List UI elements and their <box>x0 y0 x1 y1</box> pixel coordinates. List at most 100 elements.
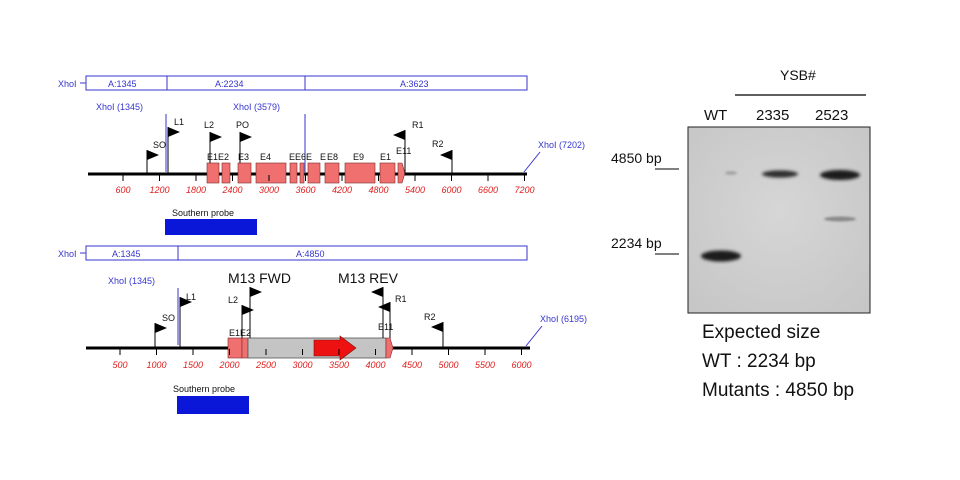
scale-tick-label: 7200 <box>514 185 534 195</box>
top-fragment-segment-3: A:3623 <box>400 79 429 89</box>
primer-po: PO <box>236 120 252 163</box>
top-exon-label-e: E <box>320 152 326 162</box>
exon-e11 <box>397 162 406 184</box>
scale-tick-label: 600 <box>115 185 130 195</box>
exon-e3 <box>237 162 252 184</box>
exon-e2 <box>221 162 231 184</box>
gel-lane-2523: 2523 <box>815 107 848 124</box>
primer-r2: R2 <box>424 312 444 348</box>
top-primers: SO L1 L2 PO R1 <box>146 117 453 174</box>
scale-tick-label: 1800 <box>186 185 206 195</box>
scale-tick-label: 2000 <box>218 360 239 370</box>
mutant-map: XhoI A:1345 A:4850 XhoI (1345) XhoI (619… <box>58 245 587 414</box>
exon-e4 <box>255 162 287 184</box>
bottom-scale: 500 1000 1500 2000 2500 3000 3500 4000 4500 5000 5… <box>112 349 532 370</box>
bottom-fragment-left-label: XhoI <box>58 249 77 259</box>
scale-tick-label: 2400 <box>221 185 242 195</box>
marker-2234: 2234 bp <box>611 235 662 251</box>
svg-text:M13 REV: M13 REV <box>338 270 399 286</box>
top-exon-label-e11: E11 <box>396 146 411 156</box>
exon-e6 <box>299 162 305 184</box>
scale-tick-label: 3600 <box>295 185 315 195</box>
svg-text:R1: R1 <box>412 120 424 130</box>
top-exon-label-e4: E4 <box>260 152 271 162</box>
exon-e7 <box>307 162 321 184</box>
top-probe-label: Southern probe <box>172 208 234 218</box>
primer-l1: L1 <box>167 117 184 174</box>
top-exon-label-e10: E1 <box>380 152 391 162</box>
scale-tick-label: 4800 <box>368 185 388 195</box>
svg-text:L2: L2 <box>204 120 214 130</box>
selection-marker-arrow <box>313 335 357 361</box>
primer-so: SO <box>146 140 166 174</box>
svg-text:M13 FWD: M13 FWD <box>228 270 291 286</box>
top-fragment-bar: XhoI A:1345 A:2234 A:3623 <box>58 75 528 91</box>
gel-lane-2335: 2335 <box>756 107 789 124</box>
top-exon-label-e1e2: E1E2 <box>207 152 229 162</box>
bottom-southern-probe <box>177 396 249 414</box>
svg-text:L1: L1 <box>174 117 184 127</box>
svg-text:PO: PO <box>236 120 249 130</box>
scale-tick-label: 500 <box>112 360 127 370</box>
exon-e5 <box>289 162 298 184</box>
scale-tick-label: 5000 <box>438 360 458 370</box>
bottom-fragment-segment-1: A:1345 <box>112 249 141 259</box>
scale-tick-label: 6600 <box>478 185 498 195</box>
svg-text:SO: SO <box>153 140 166 150</box>
southern-blot: YSB# WT 2335 2523 4850 bp 2234 bp <box>611 67 871 314</box>
scale-tick-label: 3500 <box>329 360 349 370</box>
gel-group-label: YSB# <box>780 67 816 83</box>
scale-tick-label: 1000 <box>146 360 166 370</box>
band-2523-faint <box>824 216 856 222</box>
scale-tick-label: 1200 <box>149 185 169 195</box>
bottom-site-xhoi-1345: XhoI (1345) <box>108 276 155 286</box>
primer-r2: R2 <box>432 139 453 174</box>
bottom-probe-label: Southern probe <box>173 384 235 394</box>
exon-e9 <box>344 162 376 184</box>
top-exon-label-e8: E8 <box>327 152 338 162</box>
scale-tick-label: 4000 <box>365 360 385 370</box>
exon-e2 <box>241 337 249 359</box>
top-exon-label-e9: E9 <box>353 152 364 162</box>
expected-size-wt: WT : 2234 bp <box>702 351 816 372</box>
exon-e1 <box>206 162 220 184</box>
primer-l2: L2 <box>228 295 254 338</box>
band-wt-faint <box>725 171 737 175</box>
scale-tick-label: 6000 <box>511 360 531 370</box>
exon-e1 <box>227 337 243 359</box>
svg-text:L1: L1 <box>186 292 196 302</box>
exon-e11 <box>385 337 394 359</box>
band-wt-2234 <box>701 250 741 262</box>
top-exons <box>206 162 406 184</box>
band-2335-4850 <box>762 170 798 178</box>
svg-text:R2: R2 <box>424 312 436 322</box>
top-fragment-segment-2: A:2234 <box>215 79 244 89</box>
bottom-exon-label-e1e2: E1E2 <box>229 328 251 338</box>
expected-size-mutants: Mutants : 4850 bp <box>702 380 855 401</box>
top-site-xhoi-3579: XhoI (3579) <box>233 102 280 112</box>
band-2523-4850 <box>820 170 860 180</box>
primer-r1: R1 <box>378 294 407 338</box>
bottom-fragment-bar: XhoI A:1345 A:4850 <box>58 245 528 261</box>
top-exon-label-e5-e7: EE6E <box>289 152 312 162</box>
expected-size-title: Expected size <box>702 322 821 343</box>
primer-l2: L2 <box>204 120 222 163</box>
scale-tick-label: 3000 <box>292 360 312 370</box>
bottom-exon-label-e11: E11 <box>378 322 393 332</box>
scale-tick-label: 2500 <box>255 360 276 370</box>
wildtype-map: XhoI A:1345 A:2234 A:3623 XhoI (1345) Xh… <box>58 75 585 235</box>
scale-tick-label: 3000 <box>259 185 279 195</box>
primer-r1: R1 <box>393 120 424 174</box>
scale-tick-label: 5500 <box>475 360 495 370</box>
top-site-xhoi-7202: XhoI (7202) <box>538 140 585 150</box>
svg-text:SO: SO <box>162 313 175 323</box>
bottom-site-xhoi-6195: XhoI (6195) <box>540 314 587 324</box>
top-site-xhoi-1345: XhoI (1345) <box>96 102 143 112</box>
primer-l1: L1 <box>179 292 196 348</box>
scale-tick-label: 1500 <box>183 360 203 370</box>
svg-text:R2: R2 <box>432 139 444 149</box>
exon-e10 <box>379 162 396 184</box>
top-fragment-segment-1: A:1345 <box>108 79 137 89</box>
scale-tick-label: 4500 <box>402 360 422 370</box>
